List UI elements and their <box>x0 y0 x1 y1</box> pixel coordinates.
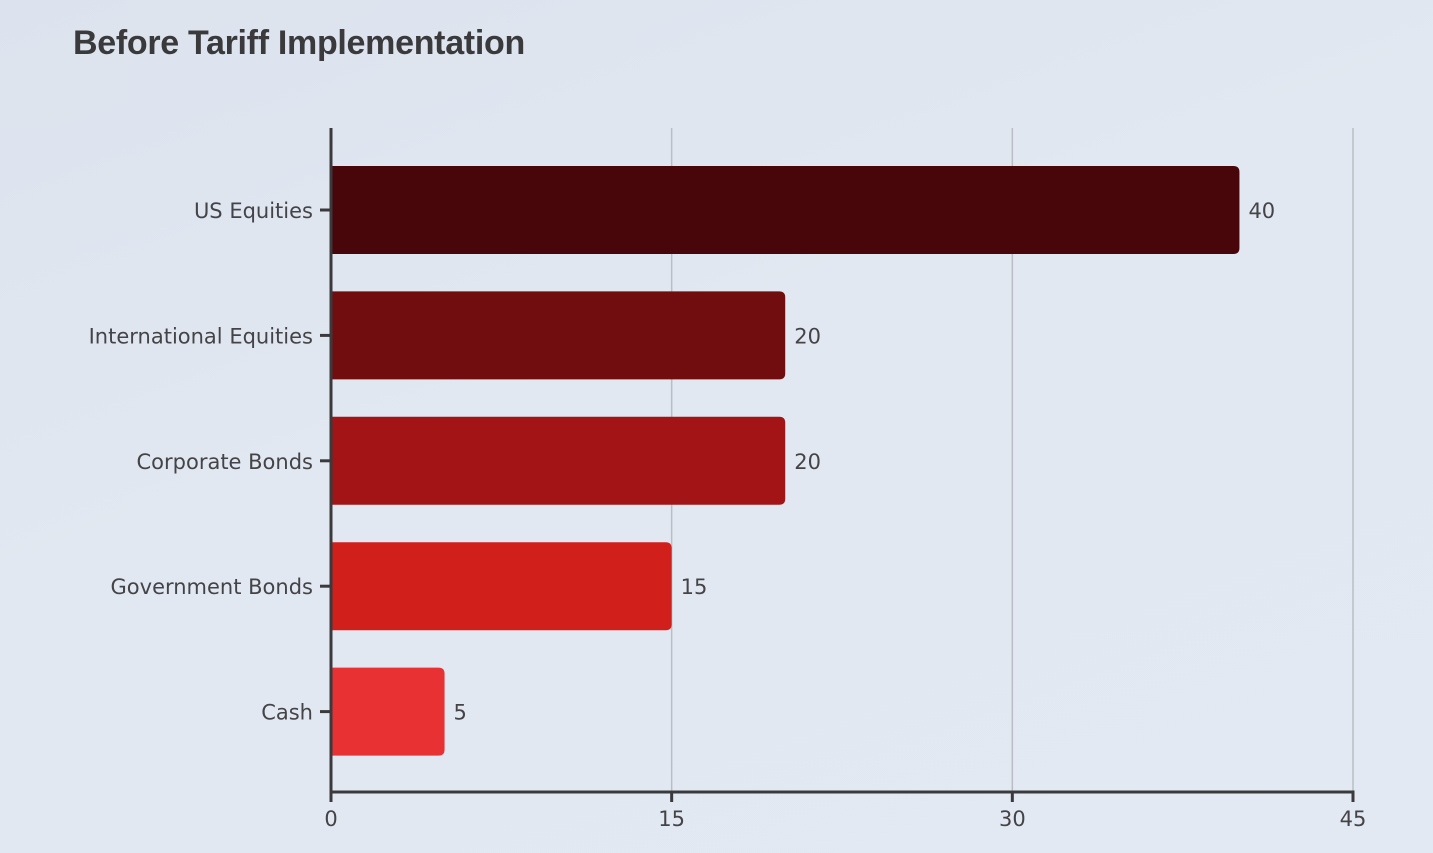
data-label: 20 <box>794 450 821 474</box>
bar <box>331 291 786 380</box>
category-label: International Equities <box>89 324 313 348</box>
data-label: 15 <box>681 575 708 599</box>
data-label: 40 <box>1248 199 1275 223</box>
bars <box>331 166 1240 756</box>
category-label: US Equities <box>194 199 313 223</box>
bar <box>331 542 672 631</box>
bar <box>331 667 445 756</box>
x-tick-label: 45 <box>1340 807 1367 831</box>
chart-title: Before Tariff Implementation <box>73 24 525 62</box>
data-label: 20 <box>794 324 821 348</box>
bar <box>331 166 1240 254</box>
x-tick-label: 15 <box>658 807 685 831</box>
axes <box>320 128 1355 802</box>
category-label: Government Bonds <box>111 575 313 599</box>
category-label: Corporate Bonds <box>137 450 314 474</box>
data-label: 5 <box>454 701 467 725</box>
x-tick-label: 0 <box>324 807 337 831</box>
category-labels: US Equities International Equities Corpora… <box>89 199 313 725</box>
value-labels: 40 20 20 15 5 <box>454 199 1276 725</box>
category-label: Cash <box>261 701 313 725</box>
tick-labels: 0 15 30 45 <box>324 807 1366 831</box>
bar <box>331 416 786 505</box>
x-tick-label: 30 <box>999 807 1026 831</box>
